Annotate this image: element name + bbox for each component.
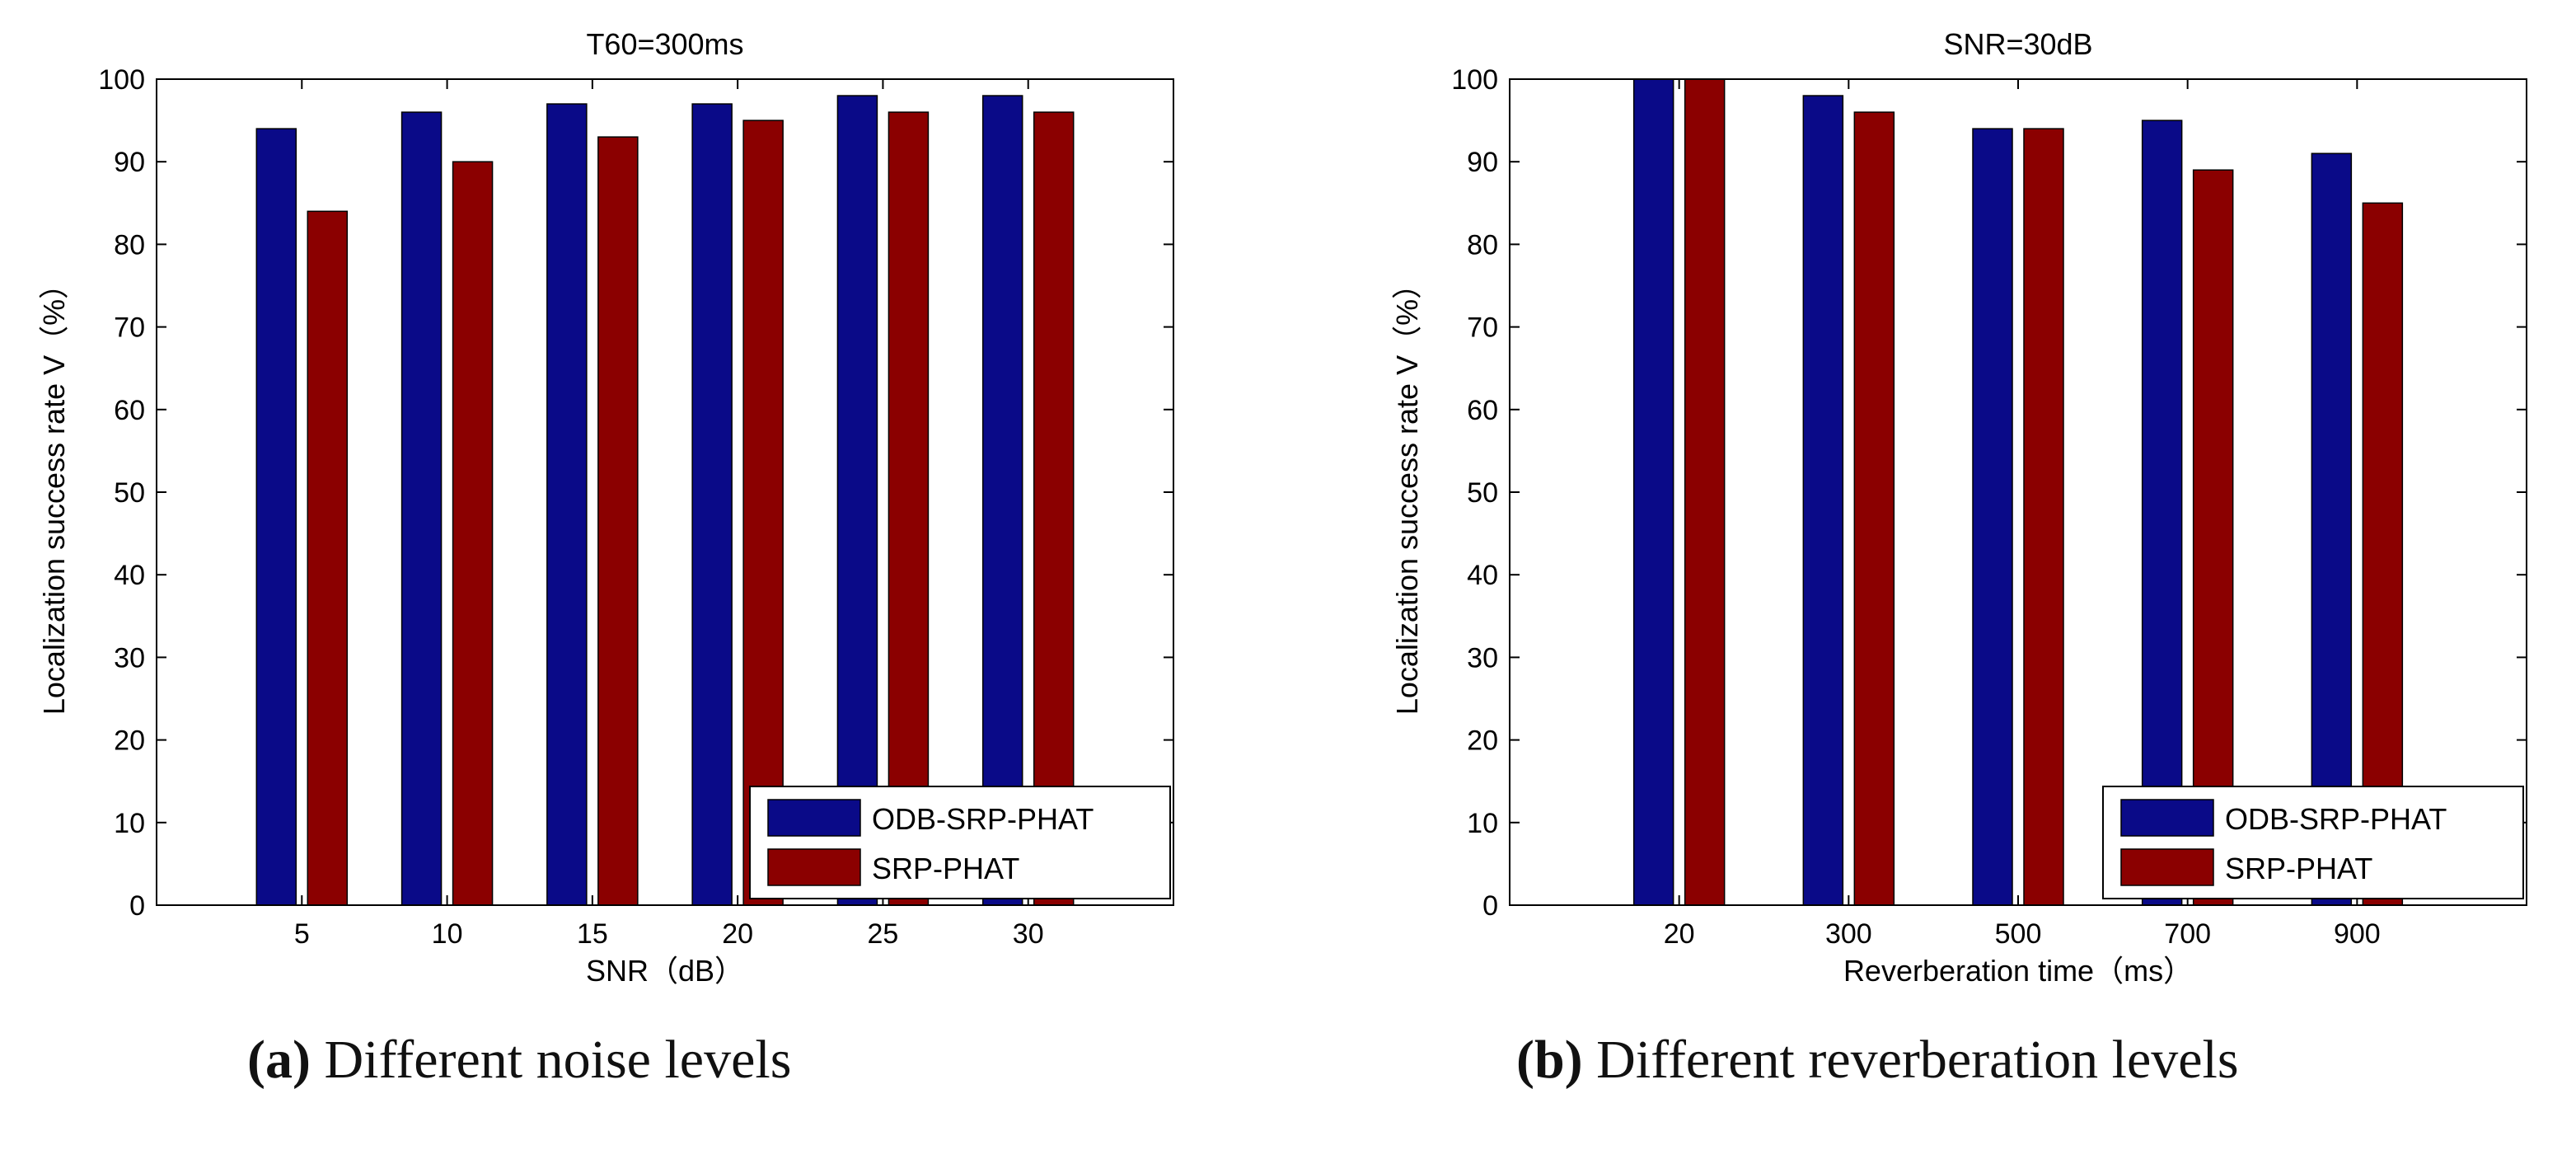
panel-b-xtick-label: 20	[1664, 918, 1695, 950]
panel-a-ytick-label: 20	[114, 725, 145, 757]
panel-b-bar-srp-phat-500	[2023, 128, 2064, 906]
panel-b-bar-odb-srp-phat-500	[1972, 128, 2013, 906]
panel-a-legend-label-srp-phat: SRP-PHAT	[872, 852, 1019, 885]
panel-b-legend-label-srp-phat: SRP-PHAT	[2225, 852, 2372, 885]
panel-a-title: T60=300ms	[586, 27, 743, 61]
panel-a-bar-odb-srp-phat-25	[836, 95, 878, 906]
panel-b-ytick-label: 100	[1451, 64, 1498, 96]
panel-a-bar-odb-srp-phat-20	[691, 103, 733, 906]
panel-b-ytick-label: 90	[1467, 147, 1498, 178]
panel-b-xlabel: Reverberation time（ms）	[1843, 954, 2193, 988]
panel-a-bar-odb-srp-phat-15	[546, 103, 588, 906]
panel-a-bar-srp-phat-5	[307, 210, 349, 906]
panel-a-ytick-label: 50	[114, 477, 145, 509]
panel-b-xtick-label: 300	[1825, 918, 1872, 950]
panel-a-xtick-label: 30	[1013, 918, 1044, 950]
panel-a-bar-odb-srp-phat-10	[400, 111, 443, 906]
panel-a-ytick-label: 70	[114, 312, 145, 344]
panel-b-bar-odb-srp-phat-700	[2141, 120, 2183, 906]
panel-b-xtick-label: 500	[1995, 918, 2042, 950]
panel-b-ytick-label: 60	[1467, 395, 1498, 426]
caption-b: (b) Different reverberation levels	[1516, 1029, 2239, 1103]
caption-a-text: Different noise levels	[310, 1030, 792, 1090]
panel-a-ytick-label: 80	[114, 229, 145, 261]
panel-b-ytick-label: 80	[1467, 229, 1498, 261]
panel-a-ytick-label: 30	[114, 642, 145, 674]
panel-a-legend-swatch-srp-phat	[767, 848, 861, 886]
panel-a-xtick-label: 10	[432, 918, 463, 950]
panel-b-bar-odb-srp-phat-20	[1632, 78, 1674, 906]
panel-b-ytick-label: 10	[1467, 808, 1498, 839]
panel-b-bar-srp-phat-700	[2192, 169, 2234, 906]
panel-a-bar-srp-phat-20	[742, 120, 784, 906]
panel-a-legend-swatch-odb-srp-phat	[767, 799, 861, 837]
panel-a-xtick-label: 25	[868, 918, 899, 950]
panel-b-ytick-label: 0	[1482, 890, 1498, 922]
panel-a-bar-odb-srp-phat-5	[255, 128, 297, 906]
panel-a-ytick-label: 10	[114, 808, 145, 839]
panel-a-xlabel: SNR（dB）	[586, 954, 744, 988]
panel-a-xtick-label: 20	[722, 918, 753, 950]
panel-a-ytick-label: 0	[129, 890, 145, 922]
panel-a-ytick-label: 40	[114, 560, 145, 591]
caption-a: (a) Different noise levels	[247, 1029, 791, 1103]
panel-b-bar-srp-phat-20	[1684, 78, 1726, 906]
panel-b-xtick-label: 900	[2334, 918, 2381, 950]
caption-b-text: Different reverberation levels	[1582, 1030, 2239, 1090]
panel-b-bar-odb-srp-phat-900	[2311, 153, 2353, 906]
panel-a-bar-srp-phat-10	[452, 161, 494, 906]
panel-a-bar-odb-srp-phat-30	[981, 95, 1023, 906]
panel-a-ytick-label: 100	[98, 64, 145, 96]
panel-b-bar-srp-phat-300	[1853, 111, 1895, 906]
panel-b-chart: SNR=30dB 0 10 20 30 40 50 60 70 80 90 100 20 300 500 70…	[1390, 27, 2527, 988]
caption-b-tag: (b)	[1516, 1030, 1583, 1090]
panel-a-xtick-label: 15	[577, 918, 608, 950]
panel-a-ylabel: Localization success rate V（%）	[37, 270, 71, 715]
panel-b-ylabel: Localization success rate V（%）	[1390, 270, 1424, 715]
panel-a-ytick-label: 60	[114, 395, 145, 426]
panel-a-xtick-label: 5	[294, 918, 310, 950]
caption-a-tag: (a)	[247, 1030, 311, 1090]
panel-b-legend-label-odb-srp-phat: ODB-SRP-PHAT	[2225, 802, 2447, 836]
panel-b-ytick-label: 20	[1467, 725, 1498, 757]
panel-b-ytick-label: 50	[1467, 477, 1498, 509]
panel-b-xtick-label: 700	[2164, 918, 2211, 950]
panel-a-bar-srp-phat-15	[597, 136, 639, 906]
panel-a-legend-label-odb-srp-phat: ODB-SRP-PHAT	[872, 802, 1094, 836]
panel-b-ytick-label: 70	[1467, 312, 1498, 344]
panel-b-bar-odb-srp-phat-300	[1802, 95, 1844, 906]
panel-b-legend-swatch-srp-phat	[2120, 848, 2214, 886]
panel-a-ytick-label: 90	[114, 147, 145, 178]
panel-a-bar-srp-phat-30	[1033, 111, 1075, 906]
panel-b-legend-swatch-odb-srp-phat	[2120, 799, 2214, 837]
panel-a-bar-srp-phat-25	[888, 111, 930, 906]
panel-b-ytick-label: 30	[1467, 642, 1498, 674]
panel-b-title: SNR=30dB	[1943, 27, 2092, 61]
panel-b-ytick-label: 40	[1467, 560, 1498, 591]
panel-a-chart: T60=300ms 0 10 20 30 40 50 60 70 80 90 100 5 10 15 20 25…	[37, 27, 1174, 988]
